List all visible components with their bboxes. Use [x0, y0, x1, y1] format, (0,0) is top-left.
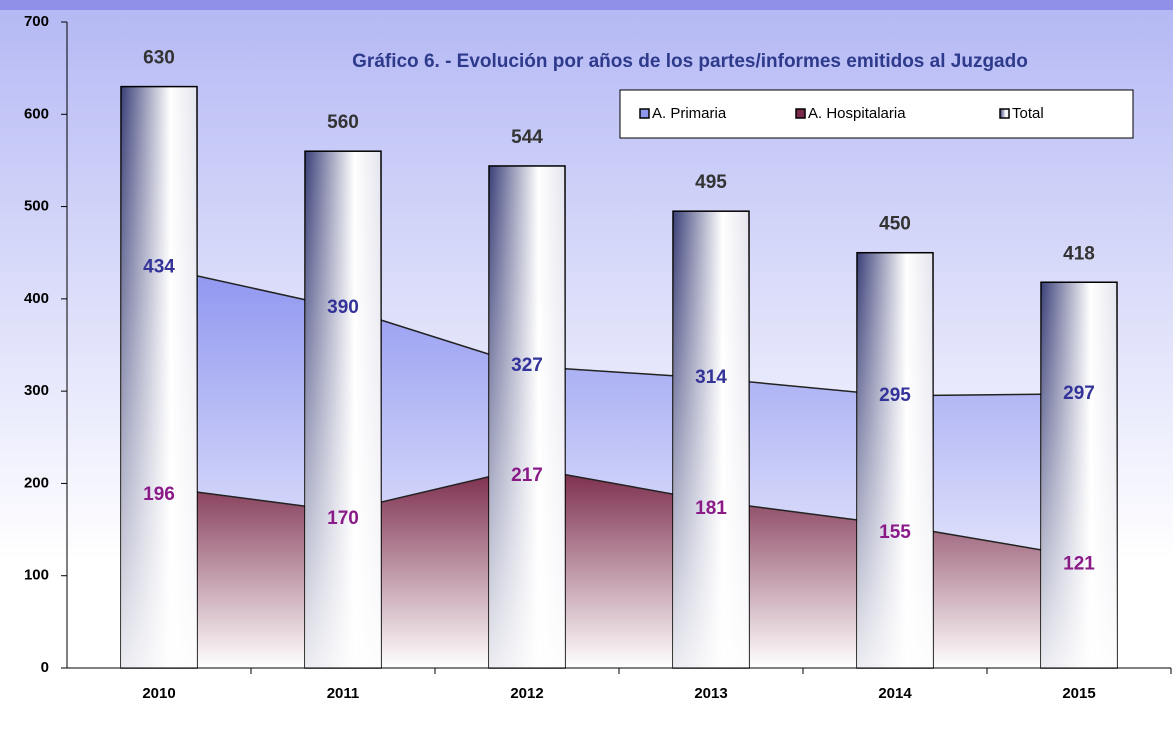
y-tick-label: 100 [24, 567, 49, 584]
bar-shade [673, 211, 749, 668]
value-label: 560 [327, 112, 359, 133]
legend-swatch [999, 108, 1010, 119]
y-tick-label: 300 [24, 382, 49, 399]
y-tick-label: 600 [24, 105, 49, 122]
y-tick-label: 500 [24, 198, 49, 215]
x-tick-label: 2013 [694, 685, 727, 702]
y-tick-label: 0 [41, 659, 49, 676]
y-tick-label: 200 [24, 474, 49, 491]
value-label: 196 [143, 484, 175, 505]
value-label: 297 [1063, 383, 1095, 404]
bar-shade [489, 165, 565, 669]
x-tick-label: 2014 [878, 685, 912, 702]
x-tick-label: 2011 [327, 685, 360, 702]
y-tick-label: 700 [24, 13, 49, 30]
bar-shade [121, 86, 197, 669]
value-label: 630 [143, 48, 175, 69]
legend [619, 89, 1134, 139]
value-label: 155 [879, 522, 911, 543]
bar-shade [305, 151, 381, 668]
value-label: 314 [695, 367, 727, 388]
value-label: 295 [879, 385, 911, 406]
value-label: 544 [511, 127, 543, 148]
chart-title: Gráfico 6. - Evolución por años de los p… [352, 51, 1028, 72]
value-label: 327 [511, 355, 543, 376]
value-label: 434 [143, 256, 175, 277]
value-label: 181 [695, 498, 727, 519]
value-label: 121 [1063, 553, 1095, 574]
area [159, 467, 1079, 668]
legend-swatch [639, 108, 650, 119]
legend-swatch [795, 108, 806, 119]
value-label: 495 [695, 172, 727, 193]
value-label: 170 [327, 508, 359, 529]
y-tick-label: 400 [24, 290, 49, 307]
x-tick-label: 2015 [1062, 685, 1095, 702]
value-label: 418 [1063, 243, 1095, 264]
x-tick-label: 2010 [142, 685, 175, 702]
value-label: 390 [327, 297, 359, 318]
bar-shade [1041, 282, 1117, 668]
value-label: 450 [879, 214, 911, 235]
legend-label: Total [1012, 105, 1044, 122]
top-strip [0, 0, 1173, 10]
bar-shade [857, 252, 933, 668]
value-label: 217 [511, 465, 543, 486]
x-tick-label: 2012 [510, 685, 543, 702]
legend-label: A. Hospitalaria [808, 105, 906, 122]
legend-label: A. Primaria [652, 105, 727, 122]
